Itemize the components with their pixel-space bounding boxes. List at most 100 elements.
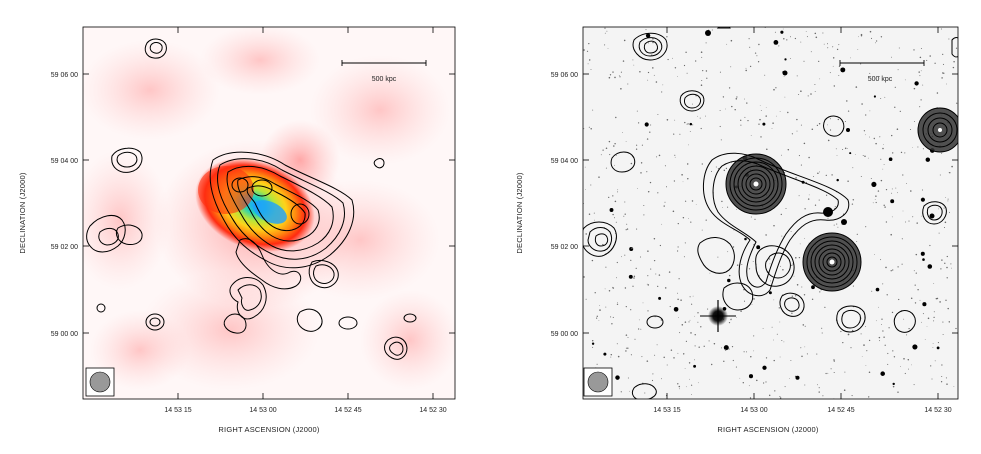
speckle <box>906 182 908 184</box>
speckle <box>651 379 654 382</box>
speckle <box>836 178 839 182</box>
speckle <box>870 37 873 39</box>
speckle <box>953 60 955 63</box>
speckle <box>756 55 758 57</box>
speckle <box>583 49 585 51</box>
speckle <box>818 391 820 393</box>
speckle <box>736 316 737 318</box>
speckle <box>649 131 651 133</box>
speckle <box>643 214 645 216</box>
speckle <box>694 315 696 317</box>
speckle <box>679 388 680 390</box>
speckle <box>843 389 846 391</box>
right-x-tick-label: 14 53 00 <box>740 407 767 414</box>
speckle <box>911 364 912 366</box>
speckle <box>692 124 694 126</box>
speckle <box>643 204 645 207</box>
speckle <box>633 64 635 66</box>
speckle <box>790 231 792 233</box>
speckle <box>827 217 829 219</box>
speckle <box>740 124 742 126</box>
speckle <box>774 31 776 33</box>
speckle <box>588 126 590 128</box>
speckle <box>632 59 634 61</box>
speckle <box>730 39 733 42</box>
speckle <box>786 39 788 41</box>
speckle <box>829 118 831 120</box>
speckle <box>684 242 686 244</box>
speckle <box>652 67 654 69</box>
left-x-tick-label: 14 53 00 <box>249 407 276 414</box>
speckle <box>942 53 944 56</box>
speckle <box>661 223 663 225</box>
speckle <box>677 298 679 301</box>
speckle <box>851 203 854 205</box>
speckle <box>912 216 914 218</box>
left-y-tick-label: 59 04 00 <box>51 158 78 165</box>
speckle <box>804 384 806 386</box>
speckle <box>871 290 873 292</box>
speckle <box>819 171 821 173</box>
speckle <box>798 93 800 96</box>
speckle <box>918 71 920 73</box>
speckle <box>936 92 939 94</box>
speckle <box>838 75 840 76</box>
speckle <box>913 87 916 90</box>
speckle <box>618 75 620 77</box>
speckle <box>688 321 690 323</box>
speckle <box>627 337 629 338</box>
speckle <box>743 351 745 353</box>
speckle <box>617 189 619 191</box>
speckle <box>617 355 620 358</box>
speckle <box>890 270 892 272</box>
speckle <box>892 269 894 271</box>
right-frame <box>582 26 959 400</box>
speckle <box>801 286 803 288</box>
speckle <box>768 394 771 397</box>
speckle <box>740 119 742 122</box>
speckle <box>787 148 790 151</box>
speckle <box>753 335 755 337</box>
speckle <box>685 51 687 54</box>
speckle <box>750 216 752 218</box>
speckle <box>814 32 817 35</box>
speckle <box>855 86 858 88</box>
speckle <box>721 347 722 349</box>
speckle <box>885 188 888 191</box>
speckle <box>800 41 802 43</box>
speckle <box>933 283 935 284</box>
speckle <box>695 203 697 205</box>
speckle <box>591 340 594 342</box>
speckle <box>906 334 908 336</box>
speckle <box>736 96 738 98</box>
speckle <box>688 362 691 364</box>
speckle <box>723 345 729 351</box>
speckle <box>665 186 668 188</box>
speckle <box>722 96 725 98</box>
speckle <box>694 345 696 347</box>
speckle <box>780 265 782 267</box>
speckle <box>849 152 852 155</box>
speckle <box>883 163 885 165</box>
speckle <box>891 134 893 137</box>
speckle <box>778 307 780 309</box>
speckle <box>685 386 687 388</box>
speckle <box>784 386 786 388</box>
speckle <box>847 333 850 336</box>
speckle <box>683 64 686 67</box>
speckle <box>684 321 687 323</box>
speckle <box>622 60 625 62</box>
speckle <box>801 355 803 358</box>
speckle <box>620 88 622 90</box>
speckle <box>890 199 895 204</box>
speckle <box>629 390 631 392</box>
speckle <box>672 210 675 213</box>
speckle <box>583 276 585 278</box>
speckle <box>789 57 791 59</box>
speckle <box>687 123 689 125</box>
speckle <box>813 176 815 177</box>
speckle <box>585 298 587 300</box>
speckle <box>949 172 951 174</box>
speckle <box>946 255 948 258</box>
speckle <box>865 365 867 366</box>
